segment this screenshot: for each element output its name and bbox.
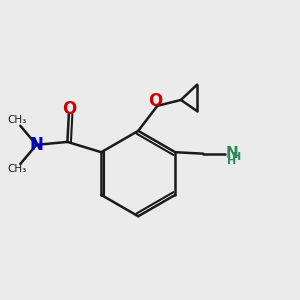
Text: H: H xyxy=(232,152,241,162)
Text: O: O xyxy=(148,92,162,110)
Text: H: H xyxy=(227,156,236,166)
Text: CH₃: CH₃ xyxy=(7,164,26,174)
Text: O: O xyxy=(62,100,76,118)
Text: CH₃: CH₃ xyxy=(7,116,26,125)
Text: N: N xyxy=(29,136,44,154)
Text: N: N xyxy=(225,146,238,161)
